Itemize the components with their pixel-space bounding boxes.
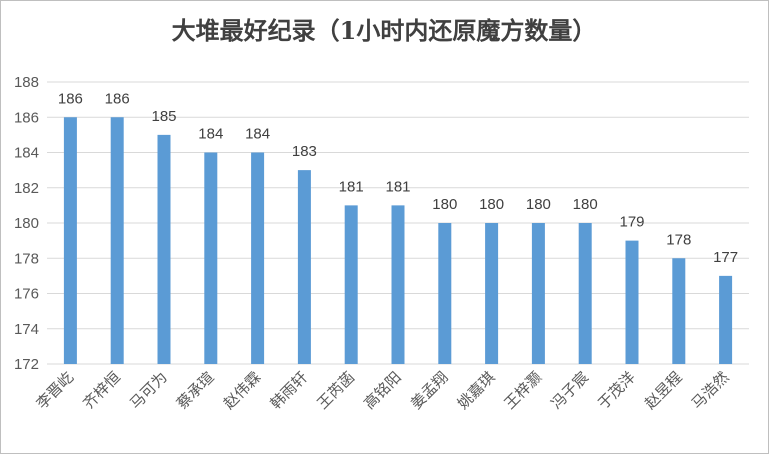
data-label: 177 (713, 249, 738, 266)
y-tick-label: 188 (14, 74, 39, 91)
y-tick-label: 184 (14, 145, 39, 162)
bar (672, 258, 686, 364)
data-label: 184 (245, 126, 270, 143)
y-tick-label: 182 (14, 180, 39, 197)
category-label: 王梓灏 (501, 368, 546, 413)
bar (625, 240, 639, 364)
bar (157, 134, 171, 364)
data-label: 183 (292, 143, 317, 160)
data-label: 181 (339, 178, 364, 195)
bar (344, 205, 358, 364)
category-label: 马可为 (126, 368, 171, 413)
category-label: 韩雨轩 (267, 368, 312, 413)
category-label: 赵伟霖 (220, 368, 265, 413)
bar (110, 117, 124, 364)
data-label: 178 (666, 231, 691, 248)
x-axis-categories: 李晋屹 齐梓恒 马可为 蔡承瑄 赵伟霖 韩雨轩 王芮菡 高铭阳 姜孟翔 姚嘉琪 王梓灏 冯子宸 于茂洋赵… (33, 368, 733, 413)
data-label: 180 (432, 196, 457, 213)
category-label: 李晋屹 (33, 368, 78, 413)
bar (251, 152, 265, 364)
y-tick-label: 180 (14, 215, 39, 232)
category-label: 齐梓恒 (79, 368, 124, 413)
chart-title: 大堆最好纪录（1小时内还原魔方数量） (172, 16, 597, 45)
data-label: 181 (385, 178, 410, 195)
data-labels: 186 186 185 184 184 183 181 181 180 180 180 180 179 1… (58, 90, 738, 266)
bar (578, 223, 592, 364)
data-label: 184 (198, 126, 223, 143)
category-label: 马浩然 (688, 368, 733, 413)
data-label: 186 (58, 90, 83, 107)
bar (485, 223, 499, 364)
category-label: 姜孟翔 (407, 368, 452, 413)
category-label: 蔡承瑄 (173, 368, 218, 413)
bar (719, 275, 733, 364)
data-label: 186 (105, 90, 130, 107)
y-tick-label: 174 (14, 321, 39, 338)
bars (63, 117, 733, 364)
category-label: 赵昱程 (641, 368, 686, 413)
data-label: 180 (526, 196, 551, 213)
bar (438, 223, 452, 364)
bar (63, 117, 77, 364)
category-label: 王芮菡 (313, 368, 358, 413)
category-label: 冯子宸 (547, 368, 592, 413)
y-tick-label: 186 (14, 109, 39, 126)
category-label: 姚嘉琪 (454, 368, 499, 413)
y-tick-label: 178 (14, 250, 39, 267)
data-label: 179 (619, 214, 644, 231)
bar (204, 152, 218, 364)
category-label: 高铭阳 (360, 368, 405, 413)
y-tick-label: 172 (14, 356, 39, 373)
y-axis-ticks: 172 174 176 178 180 182 184 186 188 (14, 74, 39, 373)
category-label: 于茂洋 (594, 368, 639, 413)
bar (531, 223, 545, 364)
data-label: 180 (573, 196, 598, 213)
data-label: 185 (151, 108, 176, 125)
bar (391, 205, 405, 364)
data-label: 180 (479, 196, 504, 213)
y-tick-label: 176 (14, 286, 39, 303)
bar (297, 170, 311, 364)
